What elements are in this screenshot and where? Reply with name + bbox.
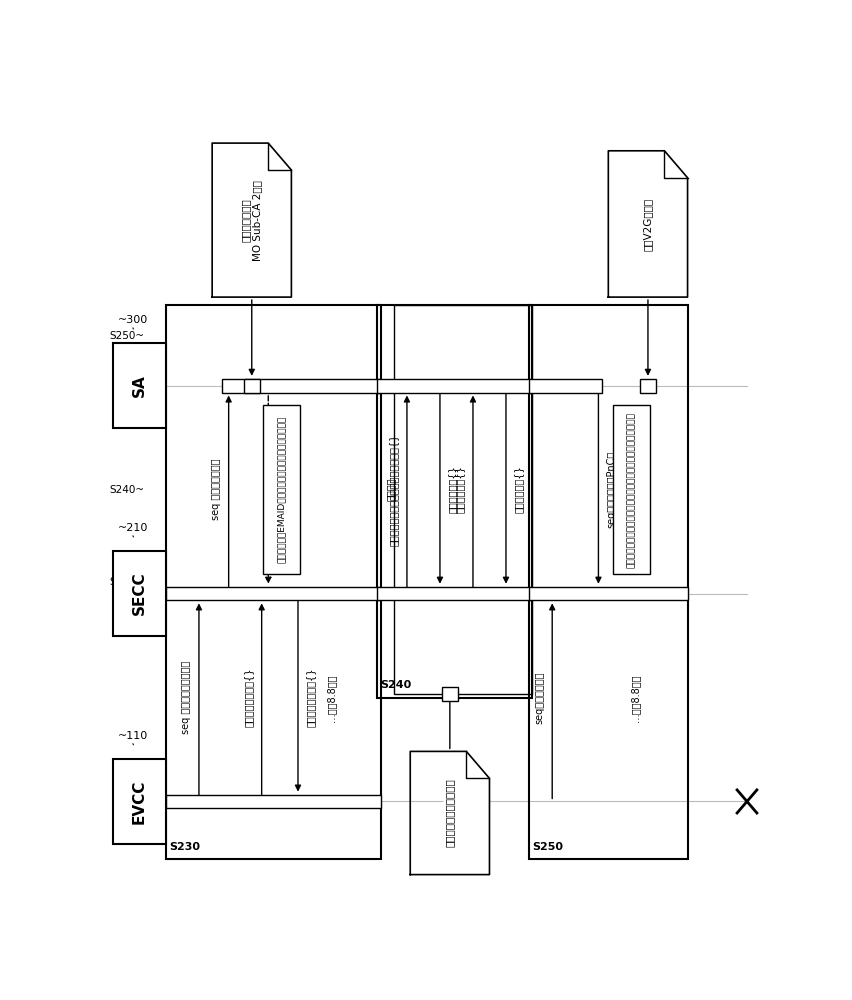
Text: S240~: S240~: [110, 485, 145, 495]
Bar: [529, 587, 688, 600]
Bar: [441, 687, 458, 701]
Text: SA: SA: [132, 374, 147, 397]
Bar: [166, 795, 381, 808]
Bar: [529, 379, 602, 393]
Bar: [263, 405, 300, 574]
Text: …根据8.8完成: …根据8.8完成: [630, 673, 640, 722]
Text: S240: S240: [381, 680, 412, 690]
Bar: [613, 405, 649, 574]
Bar: [166, 587, 381, 600]
Bar: [244, 379, 260, 393]
Text: 需要V2G根证书: 需要V2G根证书: [643, 197, 653, 251]
Bar: [377, 587, 532, 600]
Text: S230: S230: [170, 842, 200, 852]
Text: SECC: SECC: [132, 572, 147, 615]
Bar: [113, 343, 166, 428]
Text: 计量收据请求{}: 计量收据请求{}: [455, 466, 465, 513]
Text: seq 请求个人收费表: seq 请求个人收费表: [210, 459, 221, 520]
Bar: [113, 551, 166, 636]
Text: ~110: ~110: [118, 731, 148, 741]
Text: 计量收据响应{}: 计量收据响应{}: [514, 466, 524, 513]
Text: ~210: ~210: [118, 523, 148, 533]
Text: seq 目标设置和电荷调度: seq 目标设置和电荷调度: [181, 661, 191, 734]
Text: 充电状态响应{}: 充电状态响应{}: [448, 466, 458, 513]
Text: 在线请求用于EMAID的个人收费表（本文档的范围之外）: 在线请求用于EMAID的个人收费表（本文档的范围之外）: [276, 409, 286, 570]
Text: S250: S250: [532, 842, 563, 852]
Bar: [113, 759, 166, 844]
Text: EVCC: EVCC: [132, 779, 147, 824]
Text: 任选计量: 任选计量: [385, 478, 395, 501]
Text: 在线交换已签名的电表收据数据用于插入式（本文档的范围之外）: 在线交换已签名的电表收据数据用于插入式（本文档的范围之外）: [627, 412, 636, 568]
Text: 需要具有密鑰的合同证书: 需要具有密鑰的合同证书: [445, 779, 455, 847]
Bar: [377, 305, 532, 698]
Text: 在线请求用于EMAID的个人收费表（本文档的范围之外）: 在线请求用于EMAID的个人收费表（本文档的范围之外）: [277, 416, 286, 563]
Text: 需要具有密鑰的
MO Sub-CA 2证书: 需要具有密鑰的 MO Sub-CA 2证书: [241, 180, 262, 261]
Text: seq前向收据（仅PnC）: seq前向收据（仅PnC）: [607, 451, 616, 528]
Text: 电荷参数发现响应{}: 电荷参数发现响应{}: [306, 668, 316, 727]
Bar: [377, 379, 532, 393]
Text: …根据8.8继续: …根据8.8继续: [326, 673, 336, 722]
Polygon shape: [608, 151, 688, 297]
Polygon shape: [411, 751, 490, 875]
Polygon shape: [212, 143, 291, 297]
Bar: [222, 379, 381, 393]
Text: ~300: ~300: [118, 315, 148, 325]
Text: seq结束充电过程: seq结束充电过程: [534, 671, 544, 724]
Text: 回路电荷控制和重新调度充电状态请求{}: 回路电荷控制和重新调度充电状态请求{}: [389, 433, 399, 546]
Bar: [640, 379, 656, 393]
Bar: [394, 305, 532, 694]
Text: S230~: S230~: [110, 577, 145, 587]
Text: S250~: S250~: [110, 331, 145, 341]
Text: 电荷参数发现请求{}: 电荷参数发现请求{}: [244, 668, 254, 727]
Bar: [166, 305, 381, 859]
Bar: [529, 305, 688, 859]
